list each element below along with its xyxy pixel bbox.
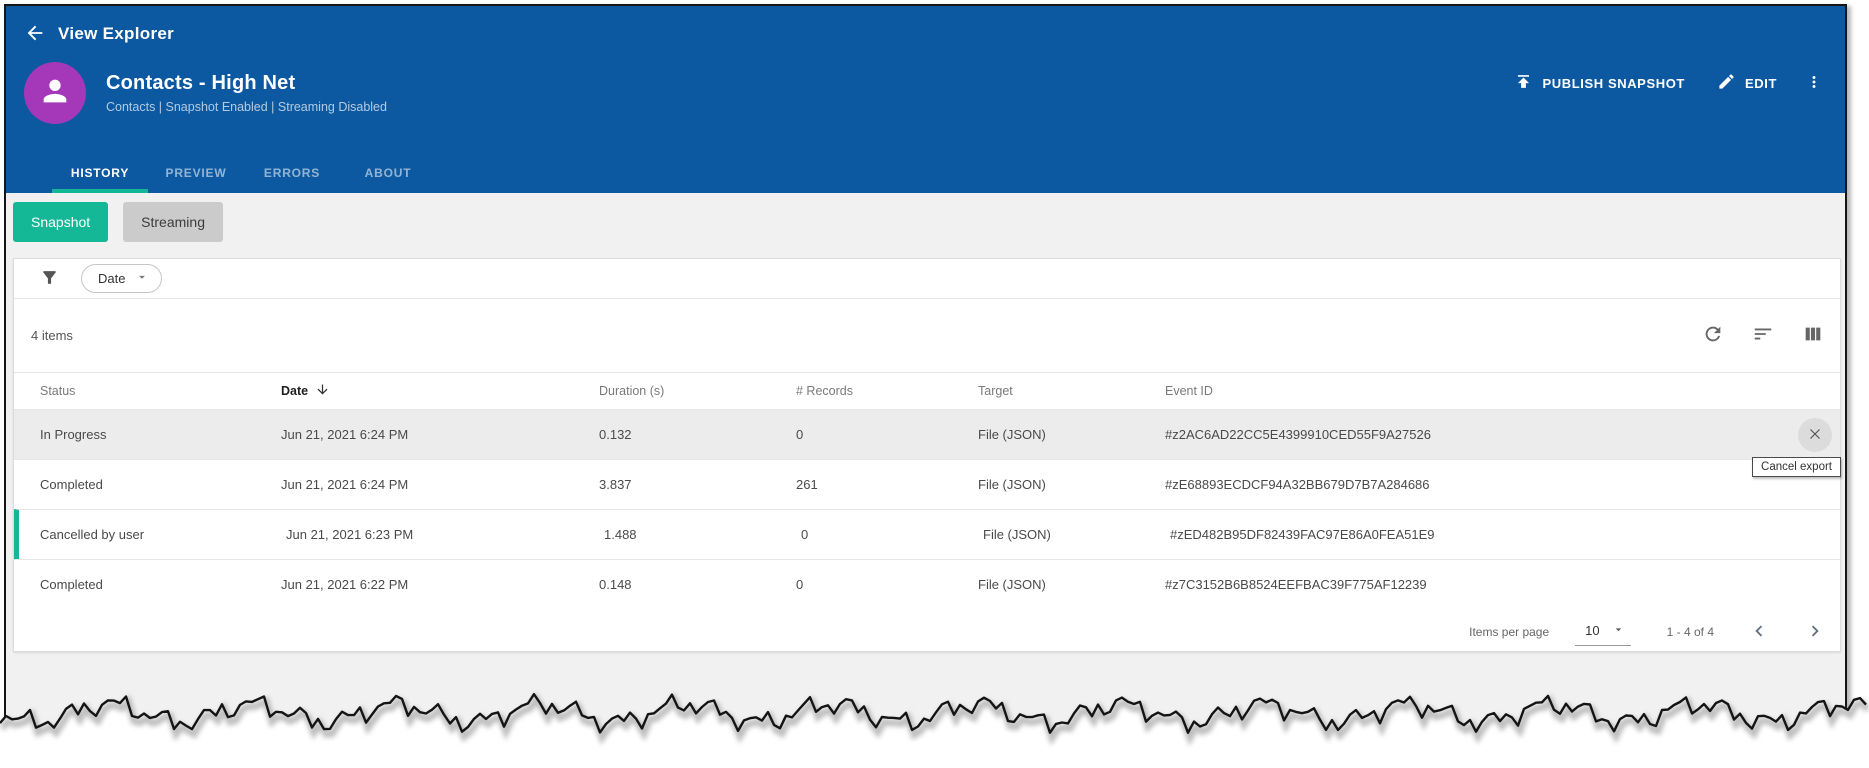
table-row[interactable]: In Progress Jun 21, 2021 6:24 PM 0.132 0… xyxy=(14,409,1841,477)
refresh-icon xyxy=(1702,326,1724,348)
screenshot-frame: View Explorer Contacts - High Net Contac… xyxy=(4,4,1847,742)
items-per-page-select[interactable]: 10 xyxy=(1575,619,1631,646)
pencil-icon xyxy=(1717,72,1745,94)
header-actions: PUBLISH SNAPSHOT EDIT xyxy=(1514,72,1823,94)
row-event-id: #zED482B95DF82439FAC97E86A0FEA51E9 xyxy=(1170,527,1435,542)
row-target: File (JSON) xyxy=(978,477,1046,492)
table-row[interactable]: Cancelled by user Jun 21, 2021 6:23 PM 1… xyxy=(14,509,1840,559)
row-records: 0 xyxy=(801,527,809,542)
row-duration: 1.488 xyxy=(604,527,637,542)
columns-button[interactable] xyxy=(1802,323,1824,348)
row-event-id: #z2AC6AD22CC5E4399910CED55F9A27526 xyxy=(1165,427,1431,442)
sort-button[interactable] xyxy=(1752,323,1774,348)
row-status: Completed xyxy=(40,477,103,492)
sort-lines-icon xyxy=(1752,328,1774,348)
row-status: In Progress xyxy=(40,427,107,442)
caret-down-icon xyxy=(1600,623,1625,639)
column-header-event-id[interactable]: Event ID xyxy=(1165,384,1213,398)
column-header-status[interactable]: Status xyxy=(40,384,76,398)
row-records: 261 xyxy=(796,477,818,492)
date-chip-label: Date xyxy=(98,271,126,286)
page-title: View Explorer xyxy=(58,24,175,43)
row-status: Completed xyxy=(40,577,103,592)
tab-about[interactable]: ABOUT xyxy=(340,153,436,193)
column-header-records[interactable]: # Records xyxy=(796,384,853,398)
pagination-bar: Items per page 10 1 - 4 of 4 xyxy=(14,609,1840,655)
page-range: 1 - 4 of 4 xyxy=(1666,625,1714,639)
chevron-down-icon xyxy=(125,270,149,287)
tab-preview[interactable]: PREVIEW xyxy=(148,153,244,193)
row-duration: 0.148 xyxy=(599,577,632,592)
items-per-page-value: 10 xyxy=(1585,623,1600,638)
publish-label: PUBLISH SNAPSHOT xyxy=(1542,75,1685,91)
history-table-card: Date 4 items xyxy=(13,258,1841,652)
column-header-duration[interactable]: Duration (s) xyxy=(599,384,665,398)
row-duration: 0.132 xyxy=(599,427,632,442)
items-per-page-label: Items per page xyxy=(1469,625,1550,639)
edit-label: EDIT xyxy=(1744,75,1777,91)
column-header-date[interactable]: Date xyxy=(281,382,599,400)
more-options-button[interactable] xyxy=(1805,73,1823,94)
edit-button[interactable]: EDIT xyxy=(1717,72,1777,94)
mode-toggles: Snapshot Streaming xyxy=(6,193,1845,242)
row-date: Jun 21, 2021 6:23 PM xyxy=(286,527,414,542)
cancel-export-button[interactable] xyxy=(1798,418,1832,452)
chevron-right-icon xyxy=(1804,625,1826,645)
items-count: 4 items xyxy=(31,328,73,343)
table-row[interactable]: Completed Jun 21, 2021 6:22 PM 0.148 0 F… xyxy=(14,559,1840,609)
row-target: File (JSON) xyxy=(978,577,1046,592)
cancel-export-tooltip: Cancel export xyxy=(1752,457,1841,477)
row-status: Cancelled by user xyxy=(40,527,145,542)
tab-bar: HISTORY PREVIEW ERRORS ABOUT xyxy=(52,153,436,193)
tab-history[interactable]: HISTORY xyxy=(52,153,148,193)
streaming-toggle-button[interactable]: Streaming xyxy=(123,202,223,242)
page-body: Snapshot Streaming Date 4 items xyxy=(6,193,1845,744)
funnel-icon xyxy=(40,270,59,290)
chevron-left-icon xyxy=(1748,625,1770,645)
row-records: 0 xyxy=(796,427,804,442)
view-subtitle: Contacts | Snapshot Enabled | Streaming … xyxy=(106,100,387,114)
date-header-label: Date xyxy=(281,384,309,398)
date-filter-chip[interactable]: Date xyxy=(81,264,163,293)
avatar xyxy=(24,62,86,124)
row-date: Jun 21, 2021 6:22 PM xyxy=(281,577,409,592)
table-row[interactable]: Completed Jun 21, 2021 6:24 PM 3.837 261… xyxy=(14,459,1840,509)
publish-upload-icon xyxy=(1514,72,1542,94)
row-target: File (JSON) xyxy=(978,427,1046,442)
tab-errors[interactable]: ERRORS xyxy=(244,153,340,193)
row-records: 0 xyxy=(796,577,804,592)
snapshot-toggle-button[interactable]: Snapshot xyxy=(13,202,109,242)
filter-button[interactable] xyxy=(40,268,59,290)
view-columns-icon xyxy=(1802,327,1824,348)
row-event-id: #z7C3152B6B8524EEFBAC39F775AF12239 xyxy=(1165,577,1427,592)
previous-page-button[interactable] xyxy=(1748,620,1770,645)
arrow-left-icon xyxy=(24,25,46,47)
row-date: Jun 21, 2021 6:24 PM xyxy=(281,427,409,442)
refresh-button[interactable] xyxy=(1702,323,1724,348)
person-icon xyxy=(38,74,72,113)
row-duration: 3.837 xyxy=(599,477,632,492)
back-button[interactable] xyxy=(18,20,52,48)
row-date: Jun 21, 2021 6:24 PM xyxy=(281,477,409,492)
close-icon xyxy=(1806,425,1824,446)
row-event-id: #zE68893ECDCF94A32BB679D7B7A284686 xyxy=(1165,477,1430,492)
row-target: File (JSON) xyxy=(983,527,1051,542)
filter-bar: Date xyxy=(14,259,1840,299)
app-bar: View Explorer xyxy=(6,6,1845,48)
arrow-down-icon xyxy=(308,382,330,400)
publish-snapshot-button[interactable]: PUBLISH SNAPSHOT xyxy=(1514,72,1685,94)
next-page-button[interactable] xyxy=(1804,620,1826,645)
kebab-menu-icon xyxy=(1805,75,1823,94)
view-profile: Contacts - High Net Contacts | Snapshot … xyxy=(24,62,387,124)
blue-header: View Explorer Contacts - High Net Contac… xyxy=(6,6,1845,193)
column-header-target[interactable]: Target xyxy=(978,384,1013,398)
table-toolbar: 4 items xyxy=(14,299,1840,373)
view-title: Contacts - High Net xyxy=(106,72,296,94)
table-header-row: Status Date Duration (s) # Records Targe… xyxy=(14,373,1840,409)
